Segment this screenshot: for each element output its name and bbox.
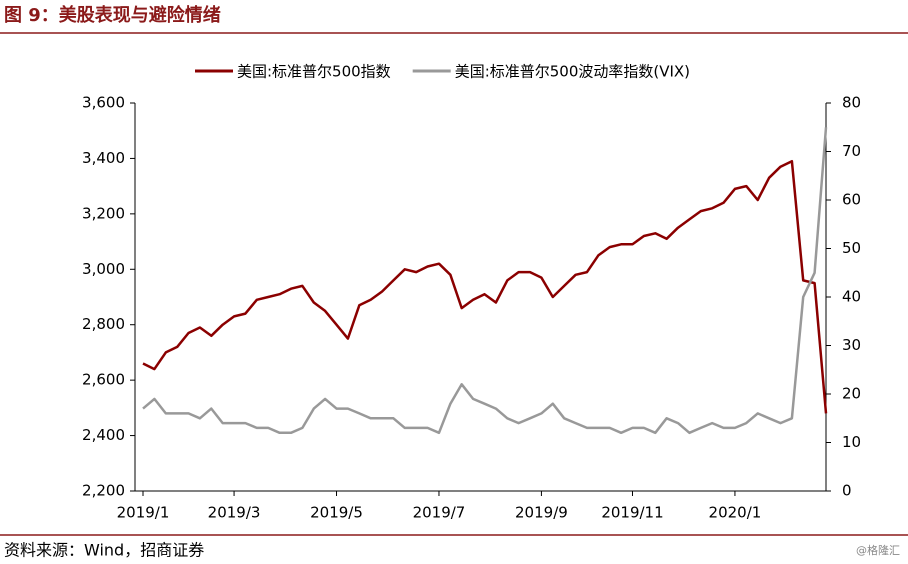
y2-tick-label: 0 <box>842 482 852 500</box>
watermark: @格隆汇 <box>856 543 900 557</box>
legend-label: 美国:标准普尔500波动率指数(VIX) <box>455 63 690 81</box>
legend-label: 美国:标准普尔500指数 <box>237 63 391 81</box>
y2-tick-label: 10 <box>842 433 861 451</box>
x-tick-label: 2019/5 <box>310 504 363 522</box>
y2-tick-label: 40 <box>842 288 861 306</box>
y-tick-label: 3,400 <box>82 149 125 167</box>
y-tick-label: 3,600 <box>82 94 125 112</box>
x-tick-label: 2019/11 <box>601 504 663 522</box>
series-line <box>142 127 828 435</box>
y2-tick-label: 80 <box>842 94 861 112</box>
y2-tick-label: 70 <box>842 142 861 160</box>
y-tick-label: 3,200 <box>82 204 125 222</box>
y-tick-label: 2,800 <box>82 315 125 333</box>
x-tick-label: 2019/3 <box>208 504 261 522</box>
y2-tick-label: 30 <box>842 336 861 354</box>
y2-tick-label: 50 <box>842 239 861 257</box>
chart-title: 图 9：美股表现与避险情绪 <box>4 4 221 26</box>
y2-tick-label: 60 <box>842 191 861 209</box>
y2-tick-label: 20 <box>842 385 861 403</box>
x-tick-label: 2019/7 <box>413 504 466 522</box>
series-line <box>142 159 828 414</box>
y-tick-label: 2,200 <box>82 482 125 500</box>
x-tick-label: 2020/1 <box>709 504 762 522</box>
y-tick-label: 2,600 <box>82 371 125 389</box>
x-tick-label: 2019/9 <box>515 504 568 522</box>
source: 资料来源：Wind，招商证券 <box>4 541 204 560</box>
x-tick-label: 2019/1 <box>117 504 170 522</box>
y-tick-label: 2,400 <box>82 426 125 444</box>
y-tick-label: 3,000 <box>82 260 125 278</box>
